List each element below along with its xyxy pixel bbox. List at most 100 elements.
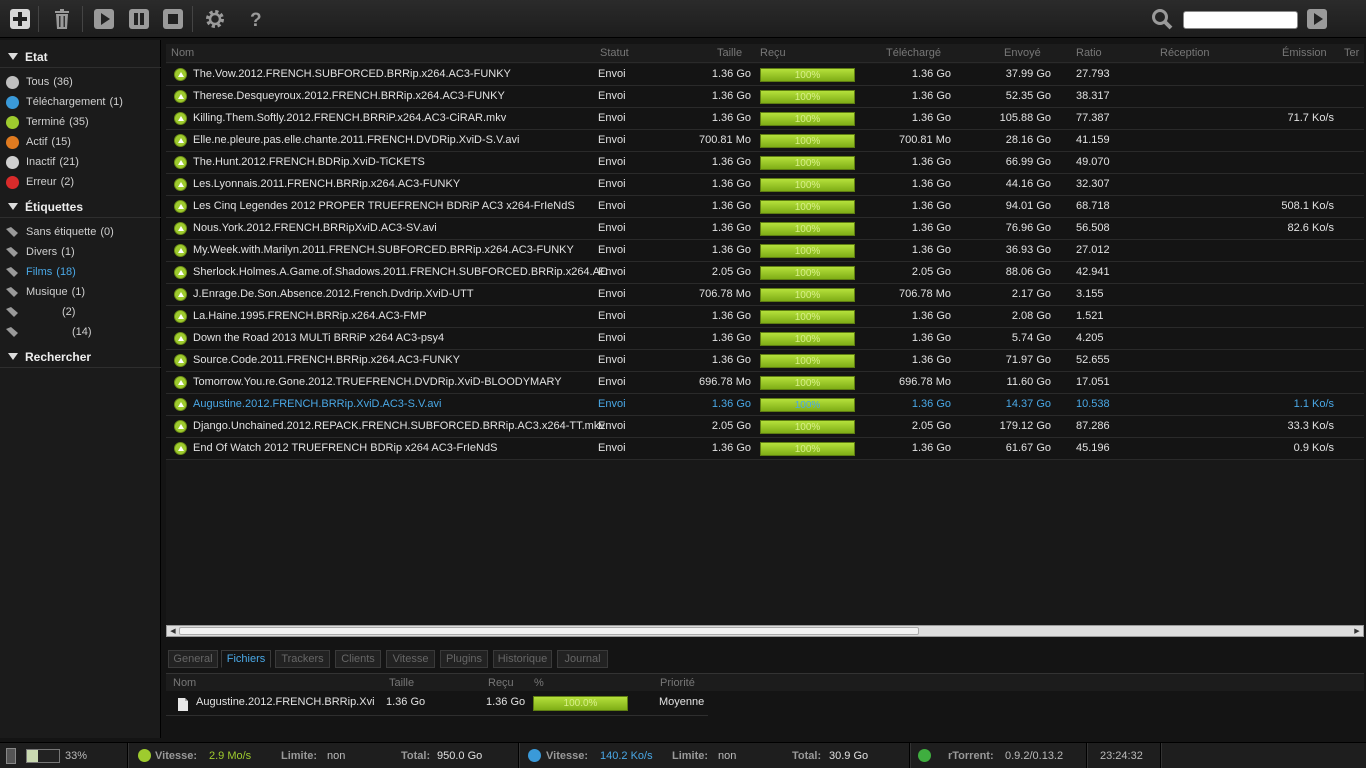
files-col-received[interactable]: Reçu — [488, 677, 514, 689]
stop-icon[interactable] — [161, 7, 185, 31]
torrent-size: 700.81 Mo — [699, 134, 751, 146]
torrent-row[interactable]: Les Cinq Legendes 2012 PROPER TRUEFRENCH… — [166, 196, 1364, 218]
torrent-row[interactable]: Down the Road 2013 MULTi BRRiP x264 AC3-… — [166, 328, 1364, 350]
sidebar-label-item[interactable]: Divers (1) — [6, 243, 156, 261]
torrent-row[interactable]: End Of Watch 2012 TRUEFRENCH BDRip x264 … — [166, 438, 1364, 460]
tab-plugins[interactable]: Plugins — [440, 650, 488, 668]
col-name[interactable]: Nom — [171, 47, 195, 59]
scroll-right-icon[interactable]: ▶ — [1354, 628, 1360, 635]
files-col-percent[interactable]: % — [534, 677, 544, 689]
col-down-speed[interactable]: Réception — [1160, 47, 1210, 59]
sidebar-label-item[interactable]: Musique (1) — [6, 283, 156, 301]
torrent-row[interactable]: My.Week.with.Marilyn.2011.FRENCH.SUBFORC… — [166, 240, 1364, 262]
tab-speed[interactable]: Vitesse — [386, 650, 435, 668]
tab-trackers[interactable]: Trackers — [275, 650, 330, 668]
torrent-row[interactable]: Therese.Desqueyroux.2012.FRENCH.BRRip.x2… — [166, 86, 1364, 108]
section-labels[interactable]: Étiquettes — [0, 196, 161, 218]
down-limit-value[interactable]: non — [327, 750, 346, 762]
torrent-downloaded: 1.36 Go — [911, 68, 951, 80]
sidebar-item-count: (1) — [109, 96, 123, 108]
torrent-up-speed: 71.7 Ko/s — [1287, 112, 1334, 124]
files-header: Nom Taille Reçu % Priorité — [166, 673, 1364, 691]
torrent-status: Envoi — [598, 244, 626, 256]
pause-icon[interactable] — [127, 7, 151, 31]
col-extra[interactable]: Ter — [1344, 47, 1360, 59]
torrent-uploaded: 76.96 Go — [1005, 222, 1051, 234]
files-col-priority[interactable]: Priorité — [660, 677, 695, 689]
tab-files[interactable]: Fichiers — [221, 650, 271, 668]
torrent-name: My.Week.with.Marilyn.2011.FRENCH.SUBFORC… — [193, 244, 574, 256]
col-size[interactable]: Taille — [717, 47, 743, 59]
down-total-label: Total: — [401, 750, 431, 762]
section-search[interactable]: Rechercher — [0, 346, 161, 368]
tab-general[interactable]: General — [168, 650, 218, 668]
torrent-row[interactable]: Django.Unchained.2012.REPACK.FRENCH.SUBF… — [166, 416, 1364, 438]
down-limit-label[interactable]: Limite: — [281, 750, 318, 762]
horizontal-scrollbar[interactable]: ◀ ▶ — [166, 625, 1364, 637]
progress-bar: 100% — [760, 244, 855, 258]
progress-bar: 100% — [760, 354, 855, 368]
torrent-row[interactable]: Nous.York.2012.FRENCH.BRRipXviD.AC3-SV.a… — [166, 218, 1364, 240]
torrent-row[interactable]: Elle.ne.pleure.pas.elle.chante.2011.FREN… — [166, 130, 1364, 152]
details-panel: General Fichiers Trackers Clients Vitess… — [166, 646, 1364, 738]
col-downloaded[interactable]: Téléchargé — [886, 47, 942, 59]
play-icon[interactable] — [92, 7, 116, 31]
col-up-speed[interactable]: Émission — [1282, 47, 1327, 59]
tab-history[interactable]: Historique — [493, 650, 552, 668]
torrent-row[interactable]: La.Haine.1995.FRENCH.BRRip.x264.AC3-FMP E… — [166, 306, 1364, 328]
status-separator — [1086, 743, 1088, 768]
scrollbar-thumb[interactable] — [179, 627, 919, 635]
search-icon[interactable] — [1150, 7, 1174, 31]
col-ratio[interactable]: Ratio — [1076, 47, 1102, 59]
torrent-row[interactable]: Tomorrow.You.re.Gone.2012.TRUEFRENCH.DVD… — [166, 372, 1364, 394]
scroll-left-icon[interactable]: ◀ — [170, 628, 176, 635]
torrent-row[interactable]: Killing.Them.Softly.2012.FRENCH.BRRiP.x2… — [166, 108, 1364, 130]
torrent-row[interactable]: J.Enrage.De.Son.Absence.2012.French.Dvdr… — [166, 284, 1364, 306]
torrent-name: Down the Road 2013 MULTi BRRiP x264 AC3-… — [193, 332, 445, 344]
torrent-uploaded: 2.17 Go — [1011, 288, 1051, 300]
torrent-name: Django.Unchained.2012.REPACK.FRENCH.SUBF… — [193, 420, 605, 432]
torrent-row[interactable]: The.Hunt.2012.FRENCH.BDRip.XviD-TiCKETS E… — [166, 152, 1364, 174]
progress-label: 100% — [794, 114, 821, 125]
col-uploaded[interactable]: Envoyé — [1004, 47, 1041, 59]
torrent-ratio: 42.941 — [1076, 266, 1110, 278]
up-limit-value[interactable]: non — [718, 750, 737, 762]
search-input[interactable] — [1183, 11, 1298, 29]
sidebar-state-item[interactable]: Téléchargement (1) — [6, 93, 156, 111]
torrent-row[interactable]: Sherlock.Holmes.A.Game.of.Shadows.2011.F… — [166, 262, 1364, 284]
sidebar-state-item[interactable]: Actif (15) — [6, 133, 156, 151]
col-received[interactable]: Reçu — [760, 47, 786, 59]
progress-bar: 100% — [760, 420, 855, 434]
torrent-ratio: 3.155 — [1076, 288, 1104, 300]
torrent-ratio: 77.387 — [1076, 112, 1110, 124]
files-col-name[interactable]: Nom — [173, 677, 197, 689]
sidebar-state-item[interactable]: Terminé (35) — [6, 113, 156, 131]
files-col-size[interactable]: Taille — [389, 677, 415, 689]
torrent-row[interactable]: Source.Code.2011.FRENCH.BRRip.x264.AC3-F… — [166, 350, 1364, 372]
section-state[interactable]: Etat — [0, 46, 161, 68]
torrent-row[interactable]: Les.Lyonnais.2011.FRENCH.BRRip.x264.AC3-… — [166, 174, 1364, 196]
go-arrow-icon[interactable] — [1305, 7, 1329, 31]
torrent-up-speed: 508.1 Ko/s — [1281, 200, 1334, 212]
help-icon[interactable]: ? — [244, 7, 268, 31]
torrent-row[interactable]: Augustine.2012.FRENCH.BRRip.XviD.AC3-S.V… — [166, 394, 1364, 416]
tab-journal[interactable]: Journal — [557, 650, 608, 668]
sidebar-label-item[interactable]: Sans étiquette (0) — [6, 223, 156, 241]
file-row[interactable]: Augustine.2012.FRENCH.BRRip.Xvi 1.36 Go … — [166, 692, 708, 716]
sidebar-label-item[interactable]: (14) — [6, 323, 156, 341]
sidebar-state-item[interactable]: Tous (36) — [6, 73, 156, 91]
sidebar-state-item[interactable]: Erreur (2) — [6, 173, 156, 191]
gear-icon[interactable] — [203, 7, 227, 31]
trash-icon[interactable] — [50, 7, 74, 31]
sidebar-label-item[interactable]: Films (18) — [6, 263, 156, 281]
torrent-row[interactable]: The.Vow.2012.FRENCH.SUBFORCED.BRRip.x264… — [166, 64, 1364, 86]
sidebar-label-item[interactable]: (2) — [6, 303, 156, 321]
up-limit-label[interactable]: Limite: — [672, 750, 709, 762]
sidebar-state-item[interactable]: Inactif (21) — [6, 153, 156, 171]
col-status[interactable]: Statut — [600, 47, 629, 59]
tab-clients[interactable]: Clients — [335, 650, 381, 668]
progress-label: 100% — [794, 290, 821, 301]
add-icon[interactable] — [8, 7, 32, 31]
file-progress-label: 100.0% — [563, 698, 598, 709]
collapse-triangle-icon — [8, 53, 18, 60]
